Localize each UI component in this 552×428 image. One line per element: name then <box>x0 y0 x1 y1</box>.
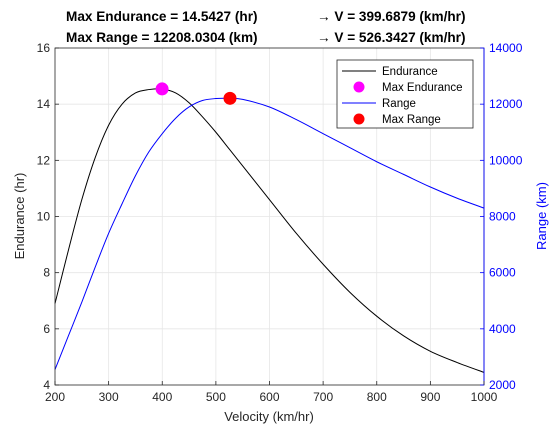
title-line1-left: Max Endurance = 14.5427 (hr) <box>66 9 258 24</box>
title-line2-right: → V = 526.3427 (km/hr) <box>317 30 465 45</box>
x-tick-label: 900 <box>420 390 440 404</box>
legend-label-max-endurance: Max Endurance <box>382 82 463 94</box>
y-left-tick-label: 10 <box>37 210 51 224</box>
legend-swatch-max-range <box>353 113 365 125</box>
x-tick-label: 800 <box>367 390 387 404</box>
legend-label-range: Range <box>382 98 416 110</box>
y-left-tick-label: 16 <box>37 41 51 55</box>
x-tick-label: 400 <box>152 390 172 404</box>
marker-max-endurance <box>155 82 169 96</box>
x-tick-label: 500 <box>206 390 226 404</box>
y-right-tick-label: 12000 <box>489 97 523 111</box>
x-tick-label: 700 <box>313 390 333 404</box>
y-left-tick-label: 6 <box>43 322 50 336</box>
title-line2-left: Max Range = 12208.0304 (km) <box>66 30 258 45</box>
y-right-tick-label: 8000 <box>489 210 516 224</box>
y-right-tick-label: 6000 <box>489 266 516 280</box>
marker-layer <box>155 82 237 105</box>
y-left-tick-label: 12 <box>37 153 51 167</box>
title-line1-right: → V = 399.6879 (km/hr) <box>317 9 465 24</box>
legend-label-endurance: Endurance <box>382 66 438 78</box>
series-line-endurance <box>54 88 485 373</box>
x-tick-label: 600 <box>259 390 279 404</box>
y-right-tick-label: 14000 <box>489 41 523 55</box>
marker-max-range <box>223 91 237 105</box>
y-right-axis-ticks: 2000 4000 6000 8000 10000 12000 14000 <box>480 41 523 392</box>
legend-swatch-max-endurance <box>353 81 365 93</box>
x-axis-ticks: 200 300 400 500 600 700 800 900 1000 <box>45 381 498 404</box>
series-line-range <box>54 97 485 370</box>
y-left-axis-label: Endurance (hr) <box>12 173 27 260</box>
legend-label-max-range: Max Range <box>382 114 441 126</box>
y-right-tick-label: 10000 <box>489 153 523 167</box>
x-tick-label: 1000 <box>471 390 498 404</box>
x-tick-label: 200 <box>45 390 65 404</box>
y-left-tick-label: 4 <box>43 378 50 392</box>
series-layer <box>54 88 485 373</box>
legend: Endurance Max Endurance Range Max Range <box>336 59 474 129</box>
y-right-axis-label: Range (km) <box>534 182 549 250</box>
y-left-axis-ticks: 4 6 8 10 12 14 16 <box>37 41 59 392</box>
y-left-tick-label: 8 <box>43 266 50 280</box>
y-right-tick-label: 4000 <box>489 322 516 336</box>
y-left-tick-label: 14 <box>37 97 51 111</box>
grid <box>55 48 484 385</box>
x-tick-label: 300 <box>99 390 119 404</box>
y-right-tick-label: 2000 <box>489 378 516 392</box>
x-axis-label: Velocity (km/hr) <box>224 409 314 424</box>
